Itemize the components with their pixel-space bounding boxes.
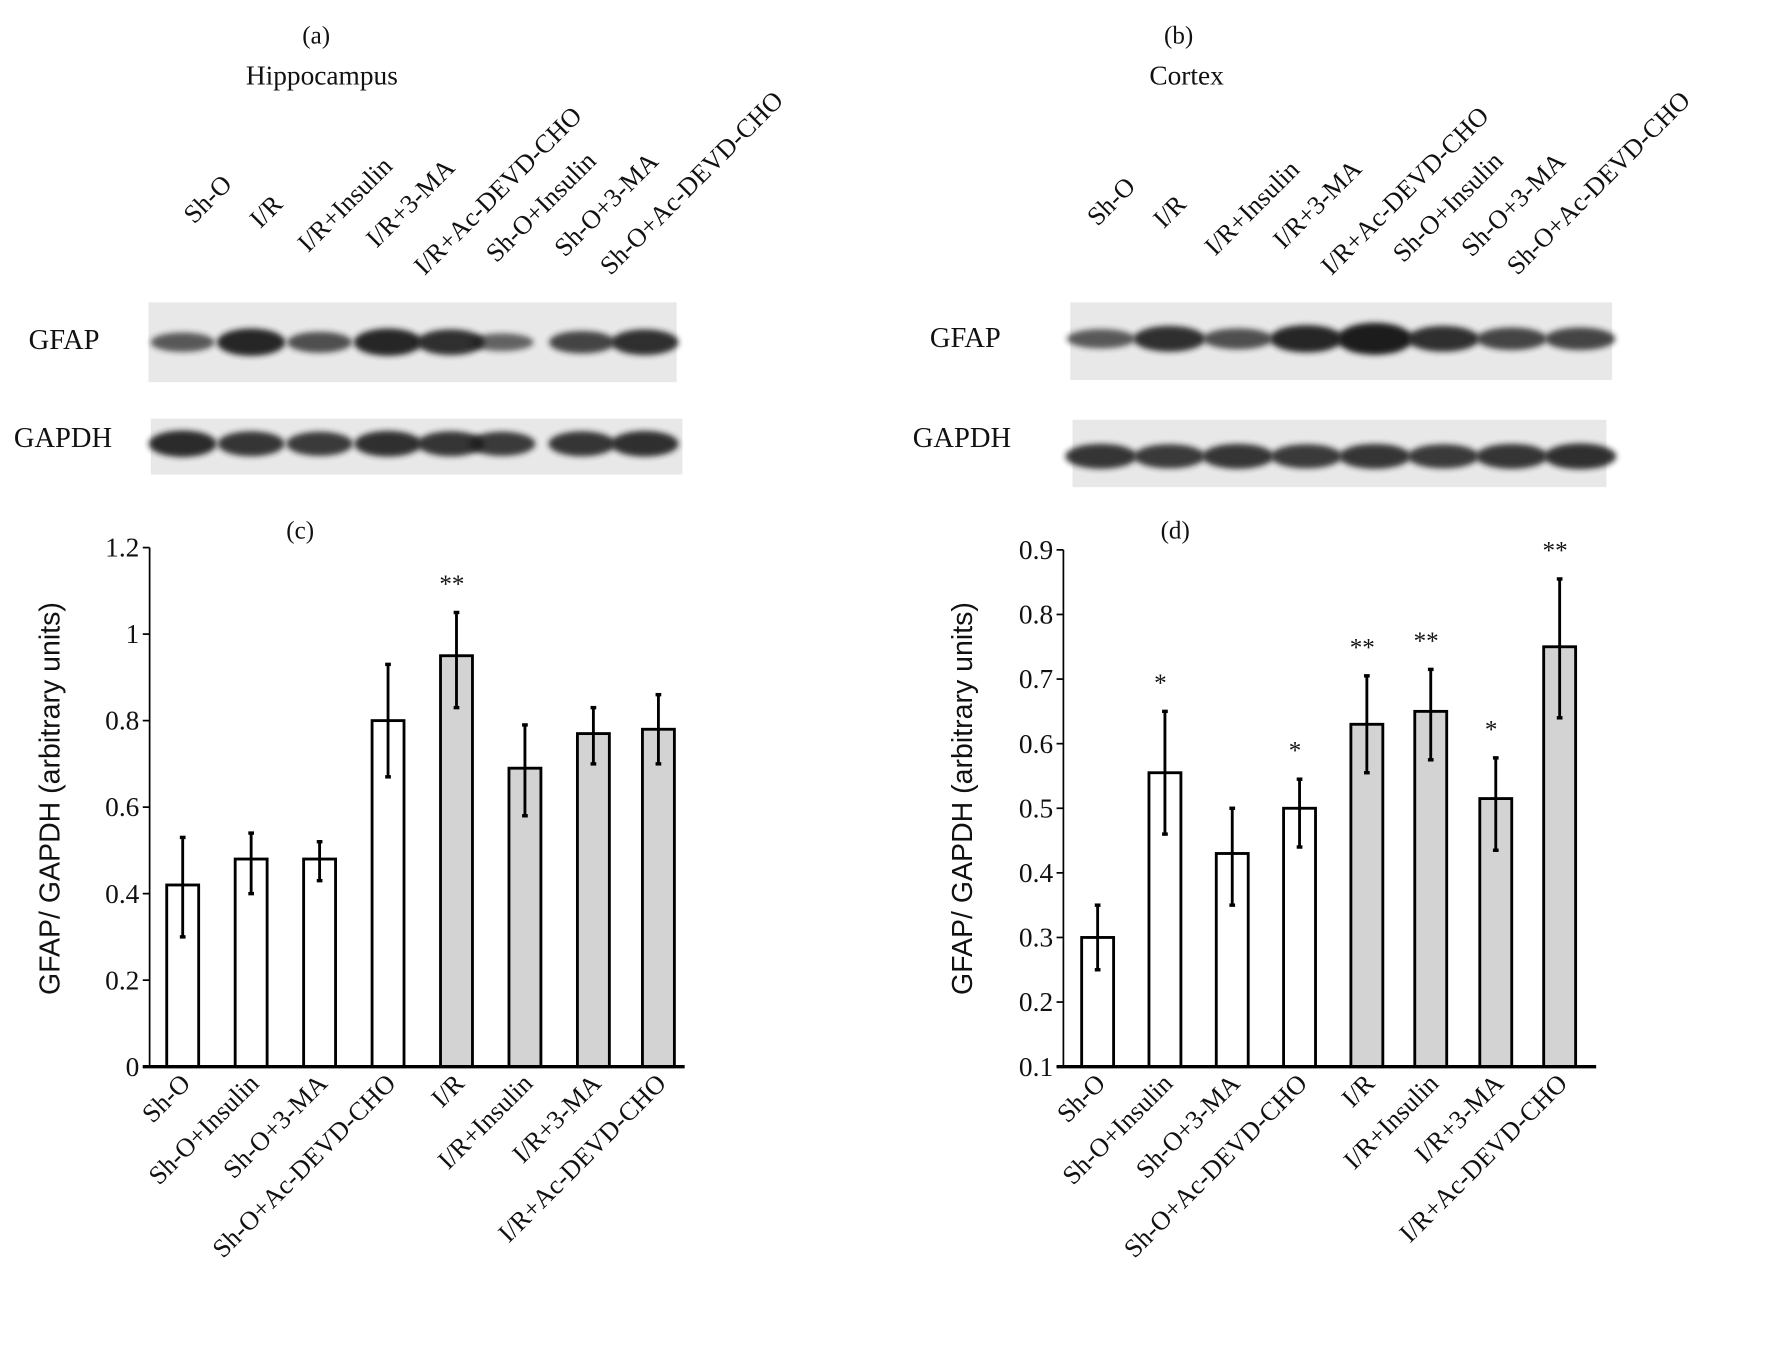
significance-marker: ** [439, 571, 464, 598]
significance-marker: ** [1414, 628, 1439, 655]
protein-band [1270, 444, 1342, 469]
panel-label-d: (d) [1161, 517, 1190, 544]
protein-band [1475, 443, 1548, 469]
protein-band [216, 328, 286, 356]
protein-band [610, 430, 679, 457]
protein-band [468, 431, 536, 456]
lane-label: Sh-O [1081, 172, 1141, 232]
protein-band [1545, 327, 1616, 351]
protein-band [1065, 443, 1137, 469]
y-tick-label: 0.8 [105, 706, 139, 736]
protein-band [417, 329, 485, 356]
y-tick-label: 0.6 [105, 792, 139, 822]
protein-band [150, 332, 215, 352]
protein-band [148, 430, 217, 458]
protein-band [286, 431, 353, 456]
y-tick-label: 0 [126, 1052, 140, 1082]
x-tick-label: I/R [1336, 1068, 1381, 1113]
y-tick-label: 0.4 [1019, 858, 1054, 888]
row-label-gfap: GFAP [930, 323, 1001, 354]
x-tick-label: Sh-O [136, 1069, 196, 1129]
y-tick-label: 1 [126, 619, 140, 649]
lane-labels: Sh-O I/R I/R+InsulinI/R+3-MAI/R+Ac-DEVD-CH… [1081, 86, 1696, 281]
bar [641, 727, 676, 1069]
protein-band [1203, 328, 1273, 350]
region-title-cortex: Cortex [1149, 60, 1224, 90]
protein-band [1407, 444, 1479, 469]
x-tick-label: Sh-O [1051, 1069, 1111, 1129]
row-label-gapdh: GAPDH [14, 423, 112, 454]
protein-band [1544, 443, 1617, 470]
protein-band [217, 431, 285, 457]
bar [1282, 806, 1317, 1069]
blot-panel-b: (b) Cortex Sh-O I/R I/R+InsulinI/R+3-MAI/R… [913, 22, 1696, 488]
protein-band [1476, 327, 1547, 351]
blot-bands [1065, 322, 1617, 470]
y-tick-label: 0.4 [105, 879, 140, 909]
y-tick-label: 0.9 [1019, 535, 1053, 565]
protein-band [1269, 325, 1343, 353]
protein-band [610, 329, 679, 356]
protein-band [1066, 329, 1136, 349]
significance-marker: * [1485, 716, 1498, 743]
lane-label: I/R [1148, 189, 1193, 234]
protein-band [1133, 444, 1206, 469]
protein-band [417, 431, 485, 457]
x-tick-label: I/R [426, 1068, 471, 1113]
significance-marker: ** [1543, 537, 1568, 564]
y-tick-label: 0.7 [1019, 664, 1053, 694]
significance-marker: * [1289, 738, 1302, 765]
y-axis-label: GFAP/ GAPDH (arbitrary units) [947, 602, 979, 995]
protein-band [1407, 325, 1480, 352]
bar [575, 732, 611, 1069]
row-label-gapdh: GAPDH [913, 423, 1011, 454]
bar [1413, 709, 1449, 1069]
protein-band [354, 430, 422, 457]
bar [1349, 722, 1385, 1069]
blot-bands [148, 328, 679, 458]
row-label-gfap: GFAP [29, 325, 100, 356]
protein-band [1202, 443, 1274, 469]
panel-label-a: (a) [302, 22, 330, 49]
significance-marker: ** [1350, 634, 1375, 661]
panel-label-b: (b) [1164, 22, 1193, 49]
bar [302, 857, 337, 1069]
bar-chart-c: (c) GFAP/ GAPDH (arbitrary units) 0 0.2 0.… [34, 517, 685, 1263]
y-tick-label: 0.3 [1019, 923, 1053, 953]
y-tick-label: 0.2 [105, 965, 139, 995]
y-tick-label: 1.2 [105, 533, 139, 563]
y-tick-label: 0.5 [1019, 793, 1053, 823]
y-tick-label: 0.6 [1019, 729, 1053, 759]
significance-marker: * [1154, 670, 1167, 697]
lane-labels: Sh-O I/R I/R+InsulinI/R+3-MAI/R+Ac-DEVD-CH… [178, 86, 789, 281]
protein-band [549, 330, 615, 354]
protein-band [548, 431, 616, 457]
protein-band [1133, 325, 1206, 352]
lane-label: Sh-O [178, 169, 238, 229]
protein-band [353, 328, 423, 356]
lane-label: I/R [244, 189, 289, 234]
bar-chart-d: (d) GFAP/ GAPDH (arbitrary units) 0.1 0.2… [947, 517, 1597, 1263]
panel-label-c: (c) [286, 517, 314, 544]
y-tick-label: 0.1 [1019, 1052, 1053, 1082]
blot-panel-a: (a) Hippocampus Sh-O I/R I/R+InsulinI/R+3-… [14, 22, 789, 475]
bar [439, 654, 474, 1069]
protein-band [1336, 322, 1413, 355]
protein-band [287, 331, 352, 353]
region-title-hippocampus: Hippocampus [246, 60, 398, 90]
protein-band [1339, 443, 1411, 469]
y-tick-label: 0.2 [1019, 987, 1053, 1017]
protein-band [470, 333, 534, 352]
y-axis-label: GFAP/ GAPDH (arbitrary units) [34, 602, 66, 995]
y-tick-label: 0.8 [1019, 600, 1053, 630]
